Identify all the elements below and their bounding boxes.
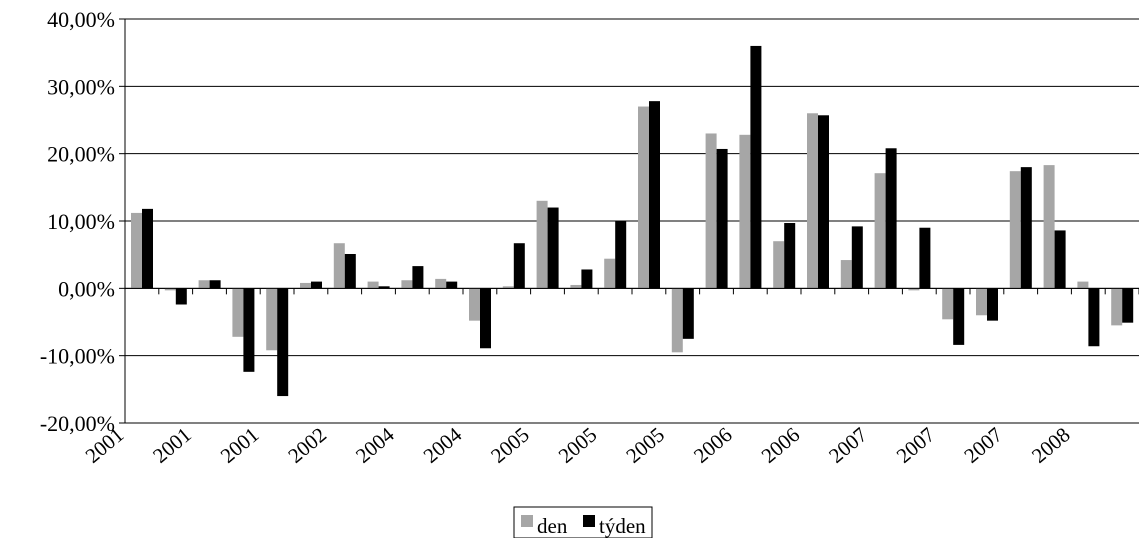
bar-den <box>198 280 210 289</box>
y-tick-label: 10,00% <box>47 209 115 234</box>
bar-tyden <box>378 286 390 289</box>
bar-tyden <box>919 227 931 289</box>
x-tick-label: 2005 <box>621 422 669 467</box>
x-tick-label: 2005 <box>486 422 534 467</box>
x-tick-label: 2001 <box>148 422 196 467</box>
x-axis-tick-labels: 2001 2001 2001 2002 2004 2004 2005 2005 2005 2006… <box>81 422 1075 468</box>
bar-den <box>942 288 954 320</box>
bar-tyden <box>1020 167 1032 289</box>
bar-tyden <box>412 266 424 289</box>
x-tick-label: 2001 <box>216 422 264 467</box>
bar-tyden <box>784 223 796 289</box>
bar-tyden <box>209 280 221 289</box>
bar-tyden <box>311 281 322 289</box>
bar-den <box>807 113 818 289</box>
legend-swatch-tyden <box>583 515 595 527</box>
bar-tyden <box>682 288 694 339</box>
legend-label-tyden: týden <box>599 514 646 538</box>
bar-tyden <box>987 288 998 321</box>
legend-swatch-den <box>521 515 533 527</box>
x-tick-label: 2007 <box>892 422 940 467</box>
y-axis-tick-labels: -20,00% -10,00% 0,00% 10,00% 20,00% 30,00% 40,… <box>40 7 115 436</box>
bar-den <box>469 288 480 321</box>
x-tick-label: 2004 <box>351 422 399 468</box>
y-tick-label: 40,00% <box>47 7 115 32</box>
bar-den <box>874 173 886 289</box>
grid-lines <box>125 18 1139 424</box>
bar-tyden <box>175 288 187 305</box>
bar-den <box>840 260 852 289</box>
bar-tyden <box>885 148 897 289</box>
bar-tyden <box>547 207 559 289</box>
bar-den <box>570 284 582 289</box>
bar-den <box>705 133 717 289</box>
bar-tyden <box>277 288 289 397</box>
bar-tyden <box>818 115 829 289</box>
axes <box>119 18 1139 424</box>
bar-den <box>435 278 447 289</box>
bar-tyden <box>480 288 491 349</box>
x-tick-label: 2006 <box>689 422 737 467</box>
x-tick-label: 2007 <box>824 422 872 467</box>
bar-den <box>908 288 920 291</box>
bar-tyden <box>344 253 356 289</box>
bar-den <box>367 281 379 289</box>
bar-den <box>131 212 142 289</box>
bar-tyden <box>953 288 965 345</box>
y-tick-label: 20,00% <box>47 142 115 167</box>
x-tick-label: 2008 <box>1027 422 1075 467</box>
bar-tyden <box>649 101 660 289</box>
bar-den <box>638 106 649 289</box>
bar-den <box>1009 171 1021 289</box>
bar-den <box>773 241 785 289</box>
x-tick-label: 2006 <box>757 422 805 467</box>
y-tick-label: 0,00% <box>58 276 115 301</box>
bar-tyden <box>1088 288 1100 347</box>
bar-tyden <box>615 221 627 289</box>
bar-den <box>671 288 683 353</box>
bar-den <box>739 134 751 289</box>
bar-den <box>502 286 514 289</box>
bar-tyden <box>243 288 255 372</box>
bar-tyden <box>446 281 458 289</box>
bar-tyden <box>581 269 593 289</box>
x-tick-label: 2004 <box>419 422 467 468</box>
bar-tyden <box>750 45 762 289</box>
bar-tyden <box>513 243 525 289</box>
y-tick-label: -10,00% <box>40 344 115 369</box>
bar-den <box>266 288 278 351</box>
bar-tyden <box>851 226 863 289</box>
bar-den <box>300 282 311 289</box>
x-tick-label: 2007 <box>959 422 1007 467</box>
bar-den <box>232 288 244 337</box>
y-tick-label: -20,00% <box>40 411 115 436</box>
bar-tyden <box>1054 230 1066 289</box>
bar-den <box>1077 281 1089 289</box>
y-tick-label: 30,00% <box>47 74 115 99</box>
bar-den <box>401 280 413 289</box>
bar-den <box>1111 288 1123 326</box>
bar-den <box>536 200 548 289</box>
bar-tyden <box>716 148 728 289</box>
bar-den <box>976 288 987 316</box>
x-tick-label: 2005 <box>554 422 602 467</box>
legend-label-den: den <box>537 514 568 538</box>
bar-den <box>164 288 176 291</box>
bar-tyden <box>142 208 153 289</box>
x-tick-label: 2002 <box>283 422 331 467</box>
bar-den <box>604 258 616 289</box>
legend: den týden <box>513 506 653 539</box>
bar-den <box>1043 165 1055 289</box>
bar-den <box>333 243 345 289</box>
bars <box>131 45 1134 397</box>
bar-tyden <box>1122 288 1134 323</box>
